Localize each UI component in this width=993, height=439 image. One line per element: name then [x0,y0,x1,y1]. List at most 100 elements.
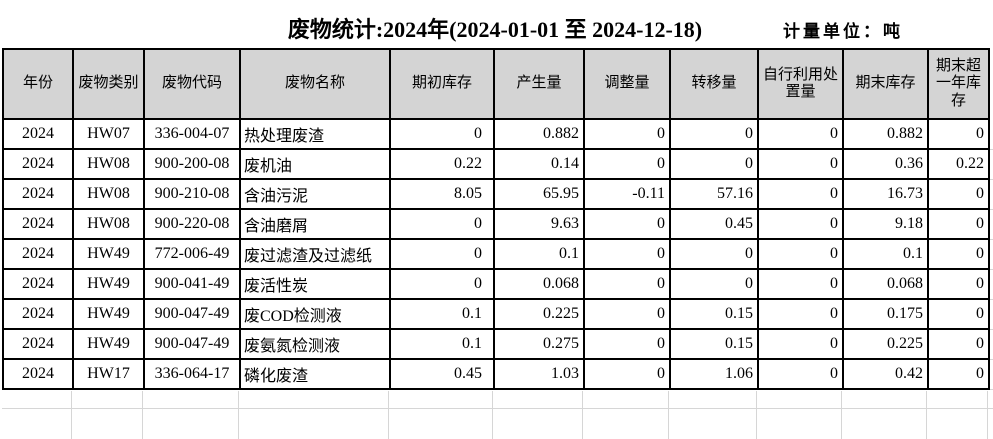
table-cell[interactable]: 0 [757,148,844,180]
table-cell[interactable]: 0 [669,148,759,180]
table-cell[interactable]: 0.1 [389,328,495,360]
table-cell[interactable]: 0 [927,358,990,390]
table-cell[interactable]: 900-200-08 [143,148,241,180]
table-cell[interactable]: 0 [583,238,671,270]
column-header-over-one-year-stock[interactable]: 期末超 一年库 存 [927,48,990,120]
table-cell[interactable]: HW08 [72,148,145,180]
table-cell[interactable]: 热处理废渣 [239,118,391,150]
table-cell[interactable]: 772-006-49 [143,238,241,270]
table-cell[interactable]: HW08 [72,178,145,210]
table-cell[interactable]: 0 [669,238,759,270]
table-cell[interactable]: 0.45 [669,208,759,240]
table-cell[interactable]: 1.06 [669,358,759,390]
table-cell[interactable]: 2024 [2,208,74,240]
table-cell[interactable]: 0 [757,238,844,270]
table-cell[interactable]: HW07 [72,118,145,150]
column-header-waste-category[interactable]: 废物类别 [72,48,145,120]
column-header-waste-code[interactable]: 废物代码 [143,48,241,120]
table-cell[interactable]: 2024 [2,298,74,330]
table-cell[interactable]: 0.1 [493,238,585,270]
table-cell[interactable]: 2024 [2,328,74,360]
table-cell[interactable]: 0 [583,298,671,330]
table-cell[interactable]: 0.068 [842,268,929,300]
table-cell[interactable]: 0 [927,298,990,330]
table-cell[interactable]: 0 [583,358,671,390]
table-cell[interactable]: 0 [669,118,759,150]
table-cell[interactable]: 2024 [2,148,74,180]
table-cell[interactable]: 0 [757,118,844,150]
table-cell[interactable]: 900-220-08 [143,208,241,240]
table-cell[interactable]: 900-041-49 [143,268,241,300]
table-cell[interactable]: 900-047-49 [143,298,241,330]
table-cell[interactable]: 9.18 [842,208,929,240]
table-cell[interactable]: 336-004-07 [143,118,241,150]
table-cell[interactable]: 1.03 [493,358,585,390]
table-cell[interactable]: 900-210-08 [143,178,241,210]
table-cell[interactable]: 0.15 [669,298,759,330]
table-cell[interactable]: 0 [389,268,495,300]
column-header-opening-stock[interactable]: 期初库存 [389,48,495,120]
table-cell[interactable]: 336-064-17 [143,358,241,390]
table-cell[interactable]: HW49 [72,238,145,270]
table-cell[interactable]: 8.05 [389,178,495,210]
table-cell[interactable]: 0 [927,328,990,360]
table-cell[interactable]: 磷化废渣 [239,358,391,390]
table-cell[interactable]: 2024 [2,358,74,390]
table-cell[interactable]: 0.42 [842,358,929,390]
table-cell[interactable]: 0 [757,178,844,210]
column-header-year[interactable]: 年份 [2,48,74,120]
table-cell[interactable]: 0 [757,328,844,360]
table-cell[interactable]: -0.11 [583,178,671,210]
table-cell[interactable]: 废机油 [239,148,391,180]
table-cell[interactable]: 废氨氮检测液 [239,328,391,360]
table-cell[interactable]: 0.45 [389,358,495,390]
table-cell[interactable]: 0 [927,268,990,300]
table-cell[interactable]: 废COD检测液 [239,298,391,330]
column-header-adjusted-amount[interactable]: 调整量 [583,48,671,120]
column-header-generated-amount[interactable]: 产生量 [493,48,585,120]
table-cell[interactable]: 0.882 [493,118,585,150]
table-cell[interactable]: 0.068 [493,268,585,300]
table-cell[interactable]: 0 [583,328,671,360]
table-cell[interactable]: 2024 [2,178,74,210]
table-cell[interactable]: 0.882 [842,118,929,150]
table-cell[interactable]: 900-047-49 [143,328,241,360]
column-header-self-disposed-amount[interactable]: 自行利用处 置量 [757,48,844,120]
table-cell[interactable]: 0.275 [493,328,585,360]
column-header-closing-stock[interactable]: 期末库存 [842,48,929,120]
table-cell[interactable]: 0.15 [669,328,759,360]
table-cell[interactable]: 0 [927,208,990,240]
table-cell[interactable]: 0.175 [842,298,929,330]
table-cell[interactable]: 2024 [2,268,74,300]
table-cell[interactable]: 16.73 [842,178,929,210]
table-cell[interactable]: HW49 [72,298,145,330]
table-cell[interactable]: 0 [757,268,844,300]
column-header-waste-name[interactable]: 废物名称 [239,48,391,120]
table-cell[interactable]: 0.225 [842,328,929,360]
table-cell[interactable]: 0.22 [927,148,990,180]
table-cell[interactable]: 0 [757,208,844,240]
table-cell[interactable]: 0.36 [842,148,929,180]
table-cell[interactable]: 0 [583,268,671,300]
table-cell[interactable]: 0 [927,118,990,150]
table-cell[interactable]: 0 [927,178,990,210]
table-cell[interactable]: HW17 [72,358,145,390]
table-cell[interactable]: 0 [389,118,495,150]
table-cell[interactable]: 0 [389,208,495,240]
table-cell[interactable]: 0.14 [493,148,585,180]
table-cell[interactable]: 0.22 [389,148,495,180]
table-cell[interactable]: 0.225 [493,298,585,330]
table-cell[interactable]: 含油污泥 [239,178,391,210]
table-cell[interactable]: 2024 [2,118,74,150]
table-cell[interactable]: HW08 [72,208,145,240]
table-cell[interactable]: HW49 [72,328,145,360]
column-header-transferred-amount[interactable]: 转移量 [669,48,759,120]
table-cell[interactable]: 0.1 [389,298,495,330]
table-cell[interactable]: HW49 [72,268,145,300]
table-cell[interactable]: 57.16 [669,178,759,210]
table-cell[interactable]: 0 [389,238,495,270]
table-cell[interactable]: 含油磨屑 [239,208,391,240]
table-cell[interactable]: 0 [583,208,671,240]
table-cell[interactable]: 2024 [2,238,74,270]
table-cell[interactable]: 0 [757,358,844,390]
